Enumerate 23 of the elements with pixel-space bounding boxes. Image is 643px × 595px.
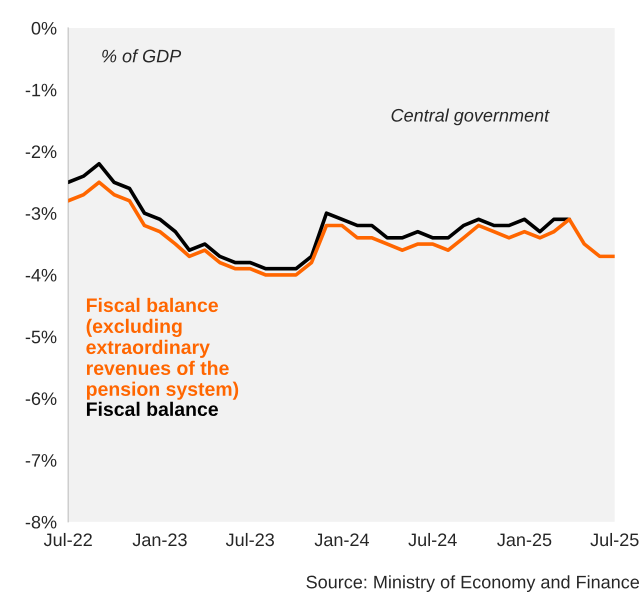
- x-tick-label: Jul-22: [44, 532, 92, 546]
- y-tick-label: -3%: [26, 207, 56, 220]
- y-tick-label: 0%: [32, 22, 56, 35]
- y-tick-label: -2%: [26, 145, 56, 158]
- annotation: Central government: [392, 108, 550, 126]
- y-tick-label: -1%: [26, 84, 56, 96]
- y-tick-label: -4%: [26, 268, 56, 282]
- text: Fiscal balance: [86, 402, 218, 416]
- x-tick-label: Jan-25: [497, 533, 552, 546]
- y-tick-label: -7%: [26, 454, 56, 467]
- x-tick-label: Jul-25: [590, 532, 639, 546]
- y-tick-label: -8%: [26, 516, 56, 529]
- line-series: [68, 162, 572, 271]
- source-note: Source: Ministry of Economy and Finance: [306, 575, 640, 592]
- line-series: [68, 180, 615, 277]
- x-tick-label: Jan-23: [132, 533, 187, 546]
- x-tick-label: Jul-24: [408, 532, 457, 546]
- y-tick-label: -5%: [26, 330, 56, 344]
- y-tick-label: -6%: [26, 392, 56, 406]
- x-tick-label: Jul-23: [226, 532, 274, 546]
- x-tick-label: Jan-24: [314, 533, 370, 546]
- annotation: % of GDP: [102, 49, 182, 62]
- series-label: Fiscal balance (excluding extraordinary revenues of the pension system): [86, 298, 238, 400]
